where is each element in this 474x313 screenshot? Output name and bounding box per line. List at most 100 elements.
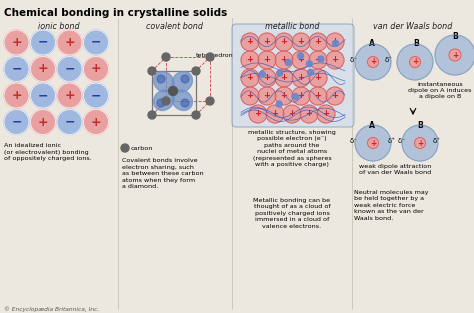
Circle shape bbox=[258, 51, 276, 69]
Circle shape bbox=[192, 111, 200, 119]
Text: −: − bbox=[38, 36, 48, 49]
Text: +: + bbox=[11, 89, 22, 102]
Circle shape bbox=[162, 53, 170, 61]
Circle shape bbox=[306, 61, 312, 67]
Circle shape bbox=[4, 30, 29, 55]
Circle shape bbox=[57, 110, 82, 135]
Text: weak dipole attraction
of van der Waals bond: weak dipole attraction of van der Waals … bbox=[359, 164, 431, 175]
Text: +: + bbox=[298, 38, 304, 47]
Circle shape bbox=[402, 125, 438, 161]
Text: +: + bbox=[264, 38, 271, 47]
Ellipse shape bbox=[172, 90, 192, 110]
Text: δ⁺: δ⁺ bbox=[388, 138, 396, 144]
Text: −: − bbox=[64, 115, 75, 129]
Text: −: − bbox=[11, 115, 22, 129]
Text: +: + bbox=[281, 74, 288, 83]
Text: B: B bbox=[413, 39, 419, 48]
Ellipse shape bbox=[154, 72, 174, 92]
Text: +: + bbox=[289, 110, 295, 119]
Circle shape bbox=[435, 35, 474, 75]
Circle shape bbox=[192, 67, 200, 75]
Text: covalent bond: covalent bond bbox=[146, 22, 203, 31]
Circle shape bbox=[258, 33, 276, 51]
Circle shape bbox=[30, 30, 55, 55]
Text: +: + bbox=[246, 91, 254, 100]
Circle shape bbox=[157, 99, 165, 107]
Circle shape bbox=[326, 87, 344, 105]
Circle shape bbox=[292, 33, 310, 51]
Text: +: + bbox=[246, 74, 254, 83]
Circle shape bbox=[148, 111, 156, 119]
Text: +: + bbox=[281, 38, 288, 47]
Text: Metallic bonding can be
thought of as a cloud of
positively charged ions
immerse: Metallic bonding can be thought of as a … bbox=[254, 198, 330, 228]
Text: −: − bbox=[38, 89, 48, 102]
Text: δ⁺: δ⁺ bbox=[433, 138, 441, 144]
Text: tetrahedron: tetrahedron bbox=[196, 53, 234, 58]
Text: −: − bbox=[91, 36, 101, 49]
Circle shape bbox=[206, 97, 214, 105]
Text: © Encyclopædia Britannica, Inc.: © Encyclopædia Britannica, Inc. bbox=[4, 306, 99, 312]
Text: +: + bbox=[306, 110, 312, 119]
Circle shape bbox=[83, 83, 109, 108]
Circle shape bbox=[285, 59, 291, 65]
Circle shape bbox=[241, 87, 259, 105]
Text: +: + bbox=[91, 63, 101, 75]
Text: +: + bbox=[331, 55, 338, 64]
Circle shape bbox=[241, 33, 259, 51]
Circle shape bbox=[276, 101, 282, 107]
Circle shape bbox=[318, 56, 324, 62]
Text: +: + bbox=[322, 110, 329, 119]
Circle shape bbox=[258, 87, 276, 105]
Circle shape bbox=[326, 33, 344, 51]
Circle shape bbox=[241, 51, 259, 69]
Circle shape bbox=[300, 105, 318, 123]
Circle shape bbox=[309, 51, 327, 69]
Circle shape bbox=[121, 144, 129, 152]
Circle shape bbox=[157, 75, 165, 83]
Circle shape bbox=[57, 30, 82, 55]
Circle shape bbox=[333, 40, 338, 46]
Circle shape bbox=[249, 105, 267, 123]
Text: van der Waals bond: van der Waals bond bbox=[374, 22, 453, 31]
Text: carbon: carbon bbox=[131, 146, 154, 151]
Text: +: + bbox=[64, 36, 75, 49]
Text: δ⁻: δ⁻ bbox=[350, 57, 358, 63]
Circle shape bbox=[292, 87, 310, 105]
Circle shape bbox=[57, 57, 82, 81]
Text: +: + bbox=[315, 74, 321, 83]
Circle shape bbox=[275, 69, 293, 87]
Circle shape bbox=[258, 69, 276, 87]
Circle shape bbox=[283, 105, 301, 123]
Circle shape bbox=[309, 33, 327, 51]
Text: +: + bbox=[281, 55, 288, 64]
Circle shape bbox=[309, 69, 327, 87]
Circle shape bbox=[30, 83, 55, 108]
Text: instantaneous
dipole on A induces
a dipole on B: instantaneous dipole on A induces a dipo… bbox=[408, 82, 472, 100]
Text: −: − bbox=[91, 89, 101, 102]
Circle shape bbox=[355, 125, 391, 161]
Text: +: + bbox=[331, 91, 338, 100]
Circle shape bbox=[449, 49, 461, 61]
Circle shape bbox=[266, 105, 284, 123]
Text: An idealized ionic
(or electrovalent) bonding
of oppositely charged ions.: An idealized ionic (or electrovalent) bo… bbox=[4, 143, 92, 161]
Text: +: + bbox=[412, 58, 418, 66]
Text: +: + bbox=[264, 74, 271, 83]
Text: δ⁺: δ⁺ bbox=[385, 57, 393, 63]
Circle shape bbox=[414, 137, 426, 148]
Circle shape bbox=[57, 83, 82, 108]
Text: +: + bbox=[298, 55, 304, 64]
Text: +: + bbox=[64, 89, 75, 102]
Text: +: + bbox=[315, 91, 321, 100]
Text: A: A bbox=[369, 39, 375, 48]
Circle shape bbox=[309, 87, 327, 105]
Ellipse shape bbox=[154, 90, 174, 110]
Circle shape bbox=[181, 99, 189, 107]
Text: +: + bbox=[255, 110, 262, 119]
Circle shape bbox=[292, 69, 310, 87]
Text: +: + bbox=[331, 38, 338, 47]
Text: +: + bbox=[264, 91, 271, 100]
Text: +: + bbox=[417, 138, 423, 147]
Circle shape bbox=[241, 69, 259, 87]
Circle shape bbox=[148, 67, 156, 75]
Circle shape bbox=[162, 97, 170, 105]
